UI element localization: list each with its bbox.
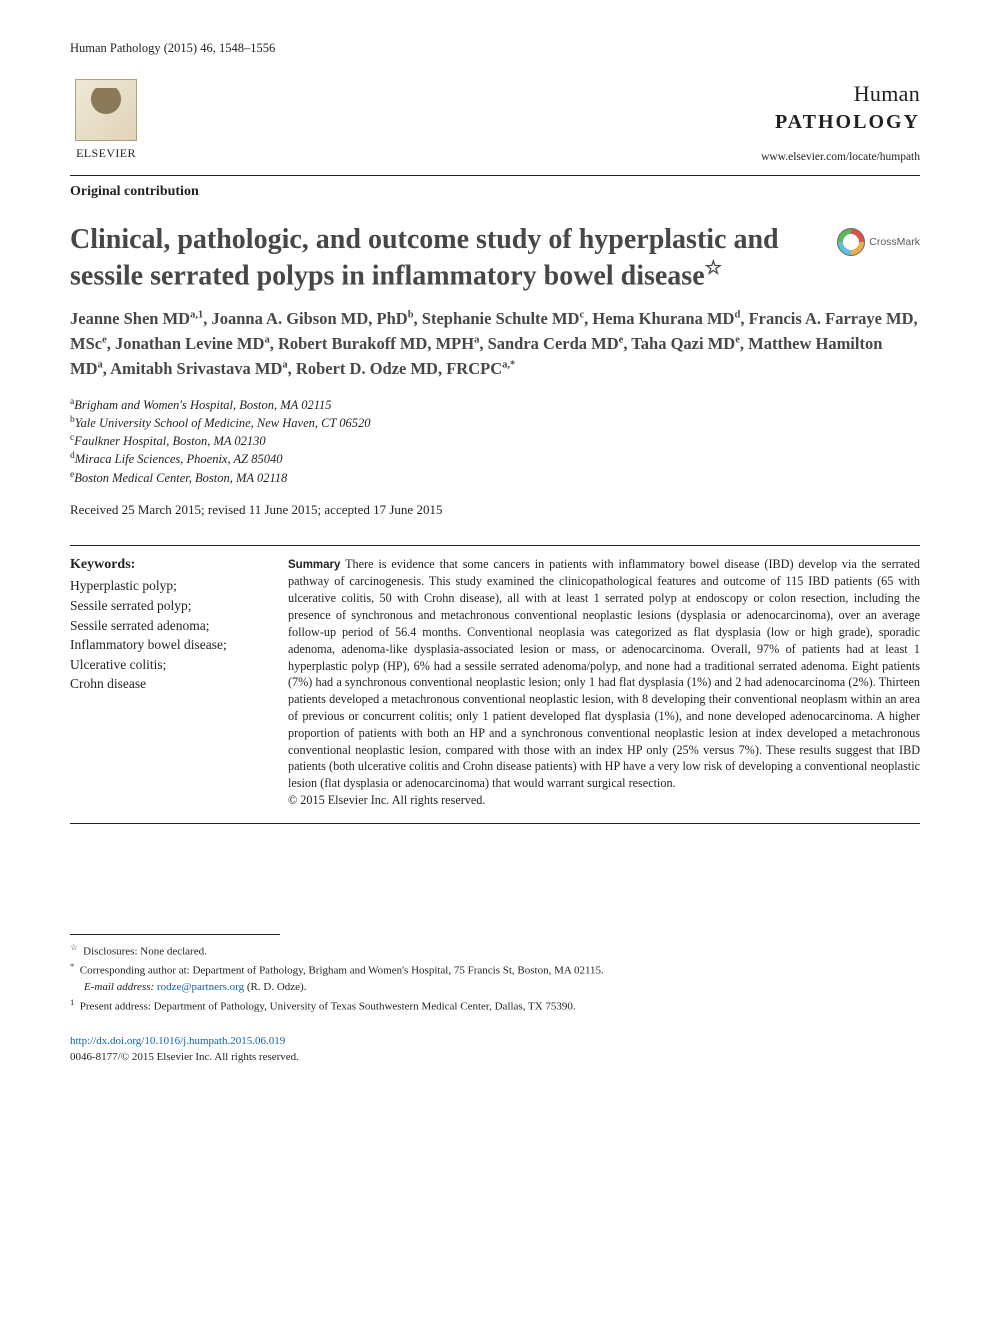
corr-sup: * (70, 961, 74, 971)
footnote-email: E-mail address: rodze@partners.org (R. D… (70, 979, 920, 996)
summary-text: There is evidence that some cancers in p… (288, 557, 920, 791)
publisher-block: ELSEVIER (70, 79, 142, 161)
summary-label: Summary (288, 559, 340, 571)
keywords-list: Hyperplastic polyp;Sessile serrated poly… (70, 576, 260, 693)
journal-block: Human PATHOLOGY www.elsevier.com/locate/… (761, 79, 920, 165)
email-link[interactable]: rodze@partners.org (157, 981, 244, 993)
issn-line: 0046-8177/© 2015 Elsevier Inc. All right… (70, 1051, 299, 1063)
journal-url: www.elsevier.com/locate/humpath (761, 150, 920, 166)
crossmark-icon (837, 228, 865, 256)
summary-copyright: © 2015 Elsevier Inc. All rights reserved… (288, 793, 485, 807)
footnote-disclosure: ☆ Disclosures: None declared. (70, 941, 920, 960)
keywords-header: Keywords: (70, 556, 260, 575)
doi-link[interactable]: http://dx.doi.org/10.1016/j.humpath.2015… (70, 1035, 285, 1047)
article-title: Clinical, pathologic, and outcome study … (70, 222, 821, 293)
journal-name-top: Human (761, 79, 920, 109)
crossmark-label: CrossMark (869, 235, 920, 249)
affiliations: aBrigham and Women's Hospital, Boston, M… (70, 396, 920, 487)
corr-text: Corresponding author at: Department of P… (80, 965, 604, 977)
present-text: Present address: Department of Pathology… (80, 1000, 576, 1012)
email-label: E-mail address: (84, 981, 154, 993)
keywords-column: Keywords: Hyperplastic polyp;Sessile ser… (70, 556, 260, 809)
title-text: Clinical, pathologic, and outcome study … (70, 224, 779, 291)
article-dates: Received 25 March 2015; revised 11 June … (70, 501, 920, 519)
title-footnote-star: ☆ (705, 258, 723, 279)
footnote-present-address: 1 Present address: Department of Patholo… (70, 996, 920, 1015)
summary-column: Summary There is evidence that some canc… (288, 556, 920, 809)
doi-block: http://dx.doi.org/10.1016/j.humpath.2015… (70, 1033, 920, 1066)
running-header: Human Pathology (2015) 46, 1548–1556 (70, 40, 920, 57)
masthead-row: ELSEVIER Human PATHOLOGY www.elsevier.co… (70, 79, 920, 165)
footnotes: ☆ Disclosures: None declared. * Correspo… (70, 941, 920, 1015)
footnote-divider (70, 934, 280, 935)
disclosure-text: Disclosures: None declared. (83, 946, 207, 958)
footnote-corresponding: * Corresponding author at: Department of… (70, 960, 920, 979)
section-header: Original contribution (70, 175, 920, 202)
crossmark-badge[interactable]: CrossMark (837, 228, 920, 256)
author-list: Jeanne Shen MDa,1, Joanna A. Gibson MD, … (70, 307, 920, 381)
present-sup: 1 (70, 997, 74, 1007)
email-name: (R. D. Odze). (247, 981, 307, 993)
elsevier-tree-icon (75, 79, 137, 141)
journal-name-bottom: PATHOLOGY (761, 109, 920, 136)
title-row: Clinical, pathologic, and outcome study … (70, 222, 920, 307)
abstract-row: Keywords: Hyperplastic polyp;Sessile ser… (70, 545, 920, 824)
publisher-name: ELSEVIER (70, 145, 142, 161)
disclosure-sup: ☆ (70, 942, 78, 952)
